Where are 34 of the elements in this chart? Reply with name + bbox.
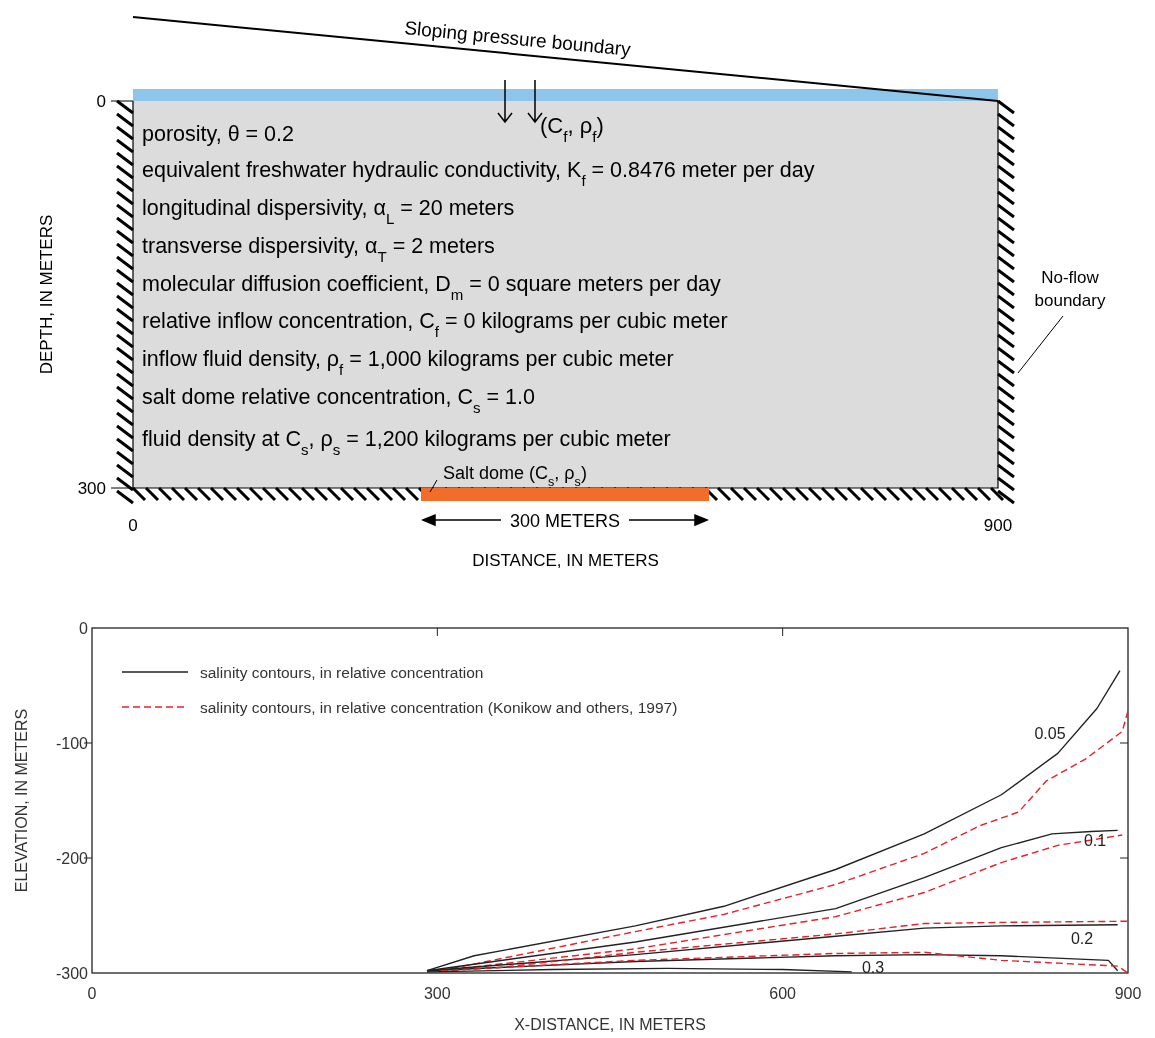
y-tick-label: 0: [79, 620, 89, 637]
text: Sloping pressure boundary: [403, 17, 633, 60]
text: 300: [77, 479, 106, 498]
text: inflow fluid density, ρ$_{f}$ = 1,000 kilograms per cubic meter: [142, 347, 674, 378]
text: porosity, θ = 0.2: [142, 122, 294, 146]
legend-label: salinity contours, in relative concentration (Konikow and others, 1997): [200, 699, 678, 716]
text: 0: [96, 92, 106, 111]
x-tick-label: 300: [423, 985, 451, 1002]
x-tick-label: 900: [1114, 985, 1142, 1002]
text: transverse dispersivity, α$_{T}$ = 2 meters: [142, 234, 495, 265]
text: No-flow boundary: [1034, 268, 1106, 310]
text: (C$_{f}$, ρ$_{f}$): [540, 113, 604, 145]
y-axis-title: ELEVATION, IN METERS: [13, 708, 30, 893]
text: longitudinal dispersivity, α$_{L}$ = 20 meters: [142, 196, 515, 227]
text: 0: [128, 516, 138, 535]
text: molecular diffusion coefficient, D$_{m}$ = 0 square meters per day: [142, 272, 722, 303]
annotation: 0.3: [861, 959, 885, 976]
text: DISTANCE, IN METERS: [472, 551, 659, 570]
text: relative inflow concentration, C$_{f}$ = 0 kilograms per cubic meter: [142, 309, 728, 340]
text: fluid density at C$_{s}$, ρ$_{s}$ = 1,200 kilograms per cubic meter: [142, 427, 671, 458]
y-tick-label: -300: [55, 965, 89, 982]
legend-label: salinity contours, in relative concentration: [200, 664, 484, 681]
text: equivalent freshwater hydraulic conductivity, K$_{f}$ = 0.8476 meter per day: [142, 158, 815, 189]
y-tick-label: -100: [55, 735, 89, 752]
annotation: 0.05: [1034, 725, 1066, 742]
text: DEPTH, IN METERS: [37, 214, 56, 375]
x-axis-title: X-DISTANCE, IN METERS: [514, 1016, 706, 1033]
text: 900: [983, 516, 1013, 535]
y-tick-label: -200: [55, 850, 89, 867]
x-tick-label: 600: [769, 985, 797, 1002]
text: 300 METERS: [509, 511, 621, 531]
annotation: 0.2: [1070, 930, 1094, 947]
text: Salt dome (C$_{s}$, ρ$_{s}$): [443, 463, 587, 489]
text: salt dome relative concentration, C$_{s}$ = 1.0: [142, 385, 535, 416]
